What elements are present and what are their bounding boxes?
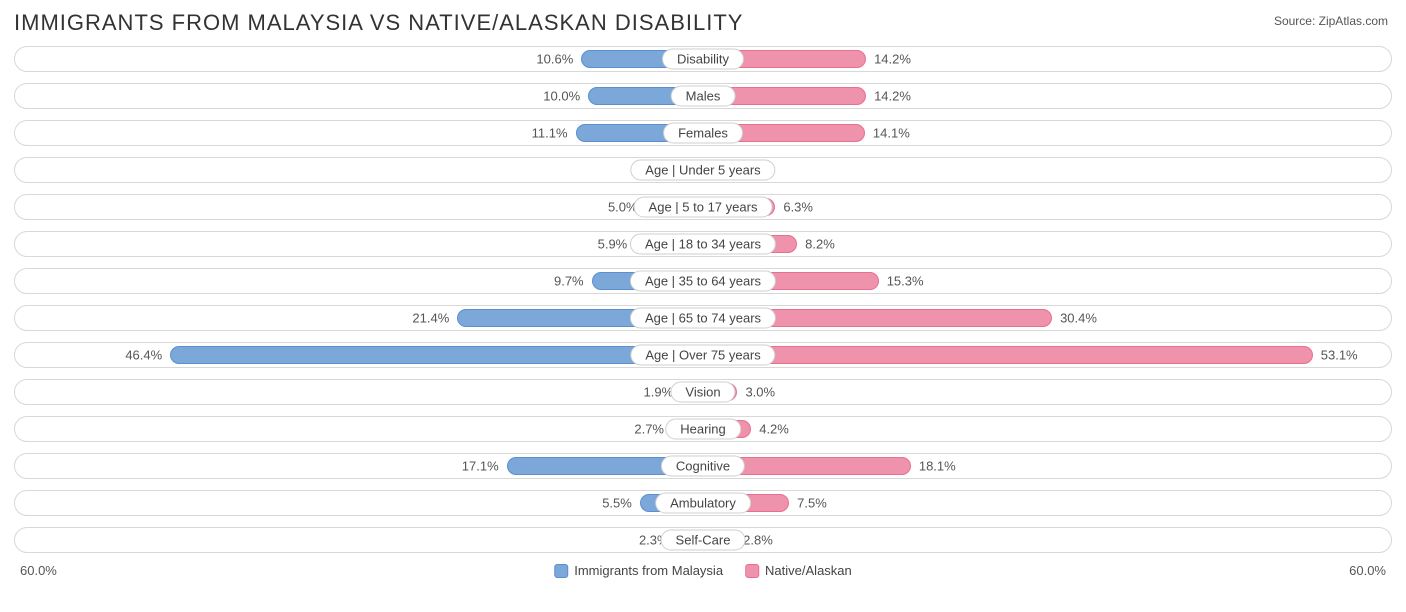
bar-left — [170, 346, 703, 364]
value-left: 11.1% — [532, 126, 568, 141]
category-label: Disability — [662, 49, 744, 70]
category-label: Age | 35 to 64 years — [630, 271, 776, 292]
chart-row: 1.1%1.9%Age | Under 5 years — [14, 153, 1392, 187]
value-left: 10.6% — [536, 52, 573, 67]
value-left: 21.4% — [412, 311, 449, 326]
value-right: 6.3% — [783, 200, 813, 215]
category-label: Age | 65 to 74 years — [630, 308, 776, 329]
value-right: 30.4% — [1060, 311, 1097, 326]
value-left: 10.0% — [543, 89, 580, 104]
value-right: 3.0% — [745, 385, 775, 400]
chart-row: 17.1% 18.1% Cognitive — [14, 449, 1392, 483]
chart-row: 5.5% 7.5% Ambulatory — [14, 486, 1392, 520]
diverging-bar-chart: 10.6% 14.2% Disability 10.0% 14.2% Males 11.1%… — [14, 42, 1392, 557]
legend-label-left: Immigrants from Malaysia — [574, 563, 723, 578]
value-right: 53.1% — [1321, 348, 1358, 363]
category-label: Cognitive — [661, 456, 745, 477]
chart-row: 21.4% 30.4% Age | 65 to 74 years — [14, 301, 1392, 335]
chart-title: IMMIGRANTS FROM MALAYSIA VS NATIVE/ALASK… — [14, 10, 1392, 36]
value-right: 14.1% — [873, 126, 910, 141]
category-label: Age | 5 to 17 years — [634, 197, 773, 218]
chart-row: 5.9% 8.2% Age | 18 to 34 years — [14, 227, 1392, 261]
bar-right — [703, 346, 1313, 364]
chart-row: 1.9% 3.0% Vision — [14, 375, 1392, 409]
chart-row: 2.7% 4.2% Hearing — [14, 412, 1392, 446]
category-label: Hearing — [665, 419, 741, 440]
chart-row: 10.6% 14.2% Disability — [14, 42, 1392, 76]
chart-row: 2.3%2.8%Self-Care — [14, 523, 1392, 557]
category-label: Age | Under 5 years — [630, 160, 775, 181]
category-label: Females — [663, 123, 743, 144]
legend-label-right: Native/Alaskan — [765, 563, 852, 578]
chart-row: 10.0% 14.2% Males — [14, 79, 1392, 113]
category-label: Self-Care — [661, 530, 746, 551]
legend-swatch-left — [554, 564, 568, 578]
legend: Immigrants from Malaysia Native/Alaskan — [554, 563, 852, 578]
value-right: 14.2% — [874, 89, 911, 104]
source-attribution: Source: ZipAtlas.com — [1274, 14, 1388, 28]
value-left: 5.9% — [598, 237, 628, 252]
value-left: 1.9% — [644, 385, 674, 400]
value-right: 2.8% — [743, 533, 773, 548]
category-label: Age | Over 75 years — [630, 345, 775, 366]
value-left: 46.4% — [125, 348, 162, 363]
value-left: 2.7% — [634, 422, 664, 437]
value-right: 7.5% — [797, 496, 827, 511]
axis-left-max: 60.0% — [20, 563, 57, 578]
legend-item-right: Native/Alaskan — [745, 563, 852, 578]
legend-swatch-right — [745, 564, 759, 578]
chart-row: 5.0%6.3%Age | 5 to 17 years — [14, 190, 1392, 224]
category-label: Age | 18 to 34 years — [630, 234, 776, 255]
value-left: 9.7% — [554, 274, 584, 289]
axis-legend-row: 60.0% Immigrants from Malaysia Native/Al… — [14, 563, 1392, 583]
chart-row: 11.1% 14.1% Females — [14, 116, 1392, 150]
value-left: 17.1% — [462, 459, 499, 474]
category-label: Vision — [670, 382, 735, 403]
value-right: 18.1% — [919, 459, 956, 474]
axis-right-max: 60.0% — [1349, 563, 1386, 578]
chart-row: 46.4% 53.1% Age | Over 75 years — [14, 338, 1392, 372]
chart-row: 9.7% 15.3% Age | 35 to 64 years — [14, 264, 1392, 298]
legend-item-left: Immigrants from Malaysia — [554, 563, 723, 578]
value-right: 14.2% — [874, 52, 911, 67]
category-label: Males — [671, 86, 736, 107]
value-right: 4.2% — [759, 422, 789, 437]
value-right: 15.3% — [887, 274, 924, 289]
category-label: Ambulatory — [655, 493, 751, 514]
source-name: ZipAtlas.com — [1319, 14, 1388, 28]
value-right: 8.2% — [805, 237, 835, 252]
value-left: 5.5% — [602, 496, 632, 511]
source-prefix: Source: — [1274, 14, 1319, 28]
